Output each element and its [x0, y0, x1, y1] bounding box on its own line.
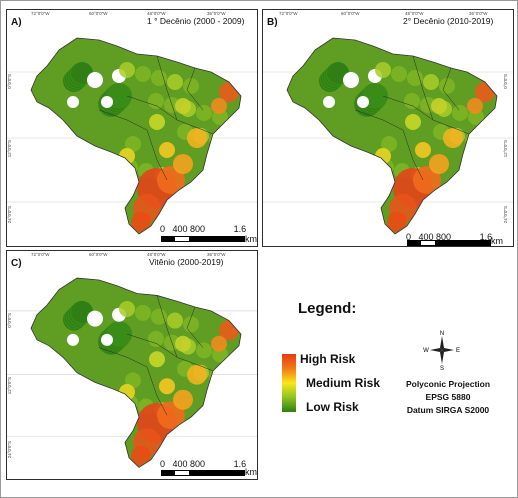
lat-tick: 0°0'0"S: [7, 313, 12, 328]
lat-tick: 24°0'0"S: [503, 206, 508, 224]
state-border: [354, 109, 404, 131]
legend-title: Legend:: [298, 300, 357, 317]
compass-s: S: [440, 366, 444, 370]
scale-max: 1.6: [479, 232, 493, 242]
country-outline: [30, 277, 242, 468]
projection-line-1: Polyconic Projection: [405, 379, 491, 389]
map-panel-a: 72°0'0"W 60°0'0"W 48°0'0"W 36°0'0"W 0°0'…: [6, 9, 258, 247]
state-border: [176, 357, 214, 372]
scale-bar: [161, 470, 245, 476]
brazil-map-c: [7, 277, 257, 468]
state-border: [98, 347, 148, 368]
legend-low: Low Risk: [306, 400, 359, 414]
projection-line-2: EPSG 5880: [425, 392, 471, 402]
country-outline: [286, 37, 498, 235]
panel-label: B): [267, 17, 278, 28]
state-border: [432, 119, 470, 135]
scale-zero: 0: [406, 232, 412, 242]
scale-zero: 0: [160, 224, 166, 234]
lon-tick: 48°0'0"W: [147, 11, 166, 16]
compass-w: W: [423, 348, 429, 354]
country-outline: [30, 37, 242, 235]
scale-mid: 400 800: [172, 224, 206, 234]
scale-mid: 400 800: [172, 459, 206, 469]
state-border: [442, 67, 460, 111]
lat-tick: 24°0'0"S: [7, 206, 12, 224]
lat-tick: 0°0'0"S: [503, 74, 508, 89]
state-border: [186, 306, 204, 348]
state-border: [186, 67, 204, 111]
state-border: [156, 55, 178, 121]
scale-unit: km: [491, 236, 503, 246]
lon-tick: 36°0'0"W: [469, 11, 488, 16]
lon-tick: 72°0'0"W: [279, 11, 298, 16]
lon-tick: 72°0'0"W: [31, 11, 50, 16]
lon-tick: 60°0'0"W: [341, 11, 360, 16]
scale-bar: [407, 240, 491, 246]
state-border: [156, 295, 178, 358]
projection-line-3: Datum SIRGA S2000: [406, 405, 490, 415]
legend-high: High Risk: [300, 352, 356, 366]
state-border: [176, 119, 214, 135]
state-border: [126, 95, 178, 121]
state-border: [98, 109, 148, 131]
legend-area: Legend: High Risk Medium Risk Low Risk N…: [262, 258, 516, 494]
state-border: [146, 366, 168, 416]
lat-tick: 12°0'0"S: [7, 140, 12, 158]
scale-mid: 400 800: [418, 232, 452, 242]
scale-max: 1.6: [233, 224, 247, 234]
panel-title: Vitênio (2000-2019): [149, 257, 224, 267]
compass-n: N: [440, 331, 444, 337]
lat-tick: 24°0'0"S: [7, 441, 12, 459]
scale-labels: 0 400 800 1.6: [406, 232, 492, 242]
state-border: [146, 129, 168, 181]
legend-medium: Medium Risk: [306, 376, 381, 390]
brazil-map-b: [263, 37, 513, 235]
scale-unit: km: [245, 467, 257, 477]
compass-e: E: [456, 348, 460, 354]
panel-title: 2° Decênio (2010-2019): [403, 16, 494, 26]
scale-labels: 0 400 800 1.6: [160, 224, 246, 234]
state-border: [402, 129, 424, 181]
panel-title: 1 ° Decênio (2000 - 2009): [147, 16, 245, 26]
panel-label: C): [11, 258, 22, 269]
map-panel-b: 72°0'0"W 60°0'0"W 48°0'0"W 36°0'0"W 0°0'…: [262, 9, 514, 247]
state-border: [126, 333, 178, 358]
state-border: [412, 55, 434, 121]
lon-tick: 60°0'0"W: [89, 11, 108, 16]
panel-label: A): [11, 17, 22, 28]
compass-rose-icon: N S W E: [423, 331, 460, 370]
lat-tick: 12°0'0"S: [7, 377, 12, 395]
map-panel-c: 72°0'0"W 60°0'0"W 48°0'0"W 36°0'0"W 0°0'…: [6, 250, 258, 480]
lon-tick: 36°0'0"W: [207, 252, 226, 257]
lon-tick: 72°0'0"W: [31, 252, 50, 257]
scale-unit: km: [245, 234, 257, 244]
scale-bar: [161, 236, 245, 242]
scale-labels: 0 400 800 1.6: [160, 459, 246, 469]
scale-max: 1.6: [233, 459, 247, 469]
lat-tick: 0°0'0"S: [7, 74, 12, 89]
lon-tick: 48°0'0"W: [405, 11, 424, 16]
brazil-map-a: [7, 37, 257, 235]
lon-tick: 48°0'0"W: [147, 252, 166, 257]
lon-tick: 60°0'0"W: [89, 252, 108, 257]
state-border: [382, 95, 434, 121]
scale-zero: 0: [160, 459, 166, 469]
lat-tick: 12°0'0"S: [503, 140, 508, 158]
lon-tick: 36°0'0"W: [207, 11, 226, 16]
risk-color-ramp: [282, 354, 296, 412]
